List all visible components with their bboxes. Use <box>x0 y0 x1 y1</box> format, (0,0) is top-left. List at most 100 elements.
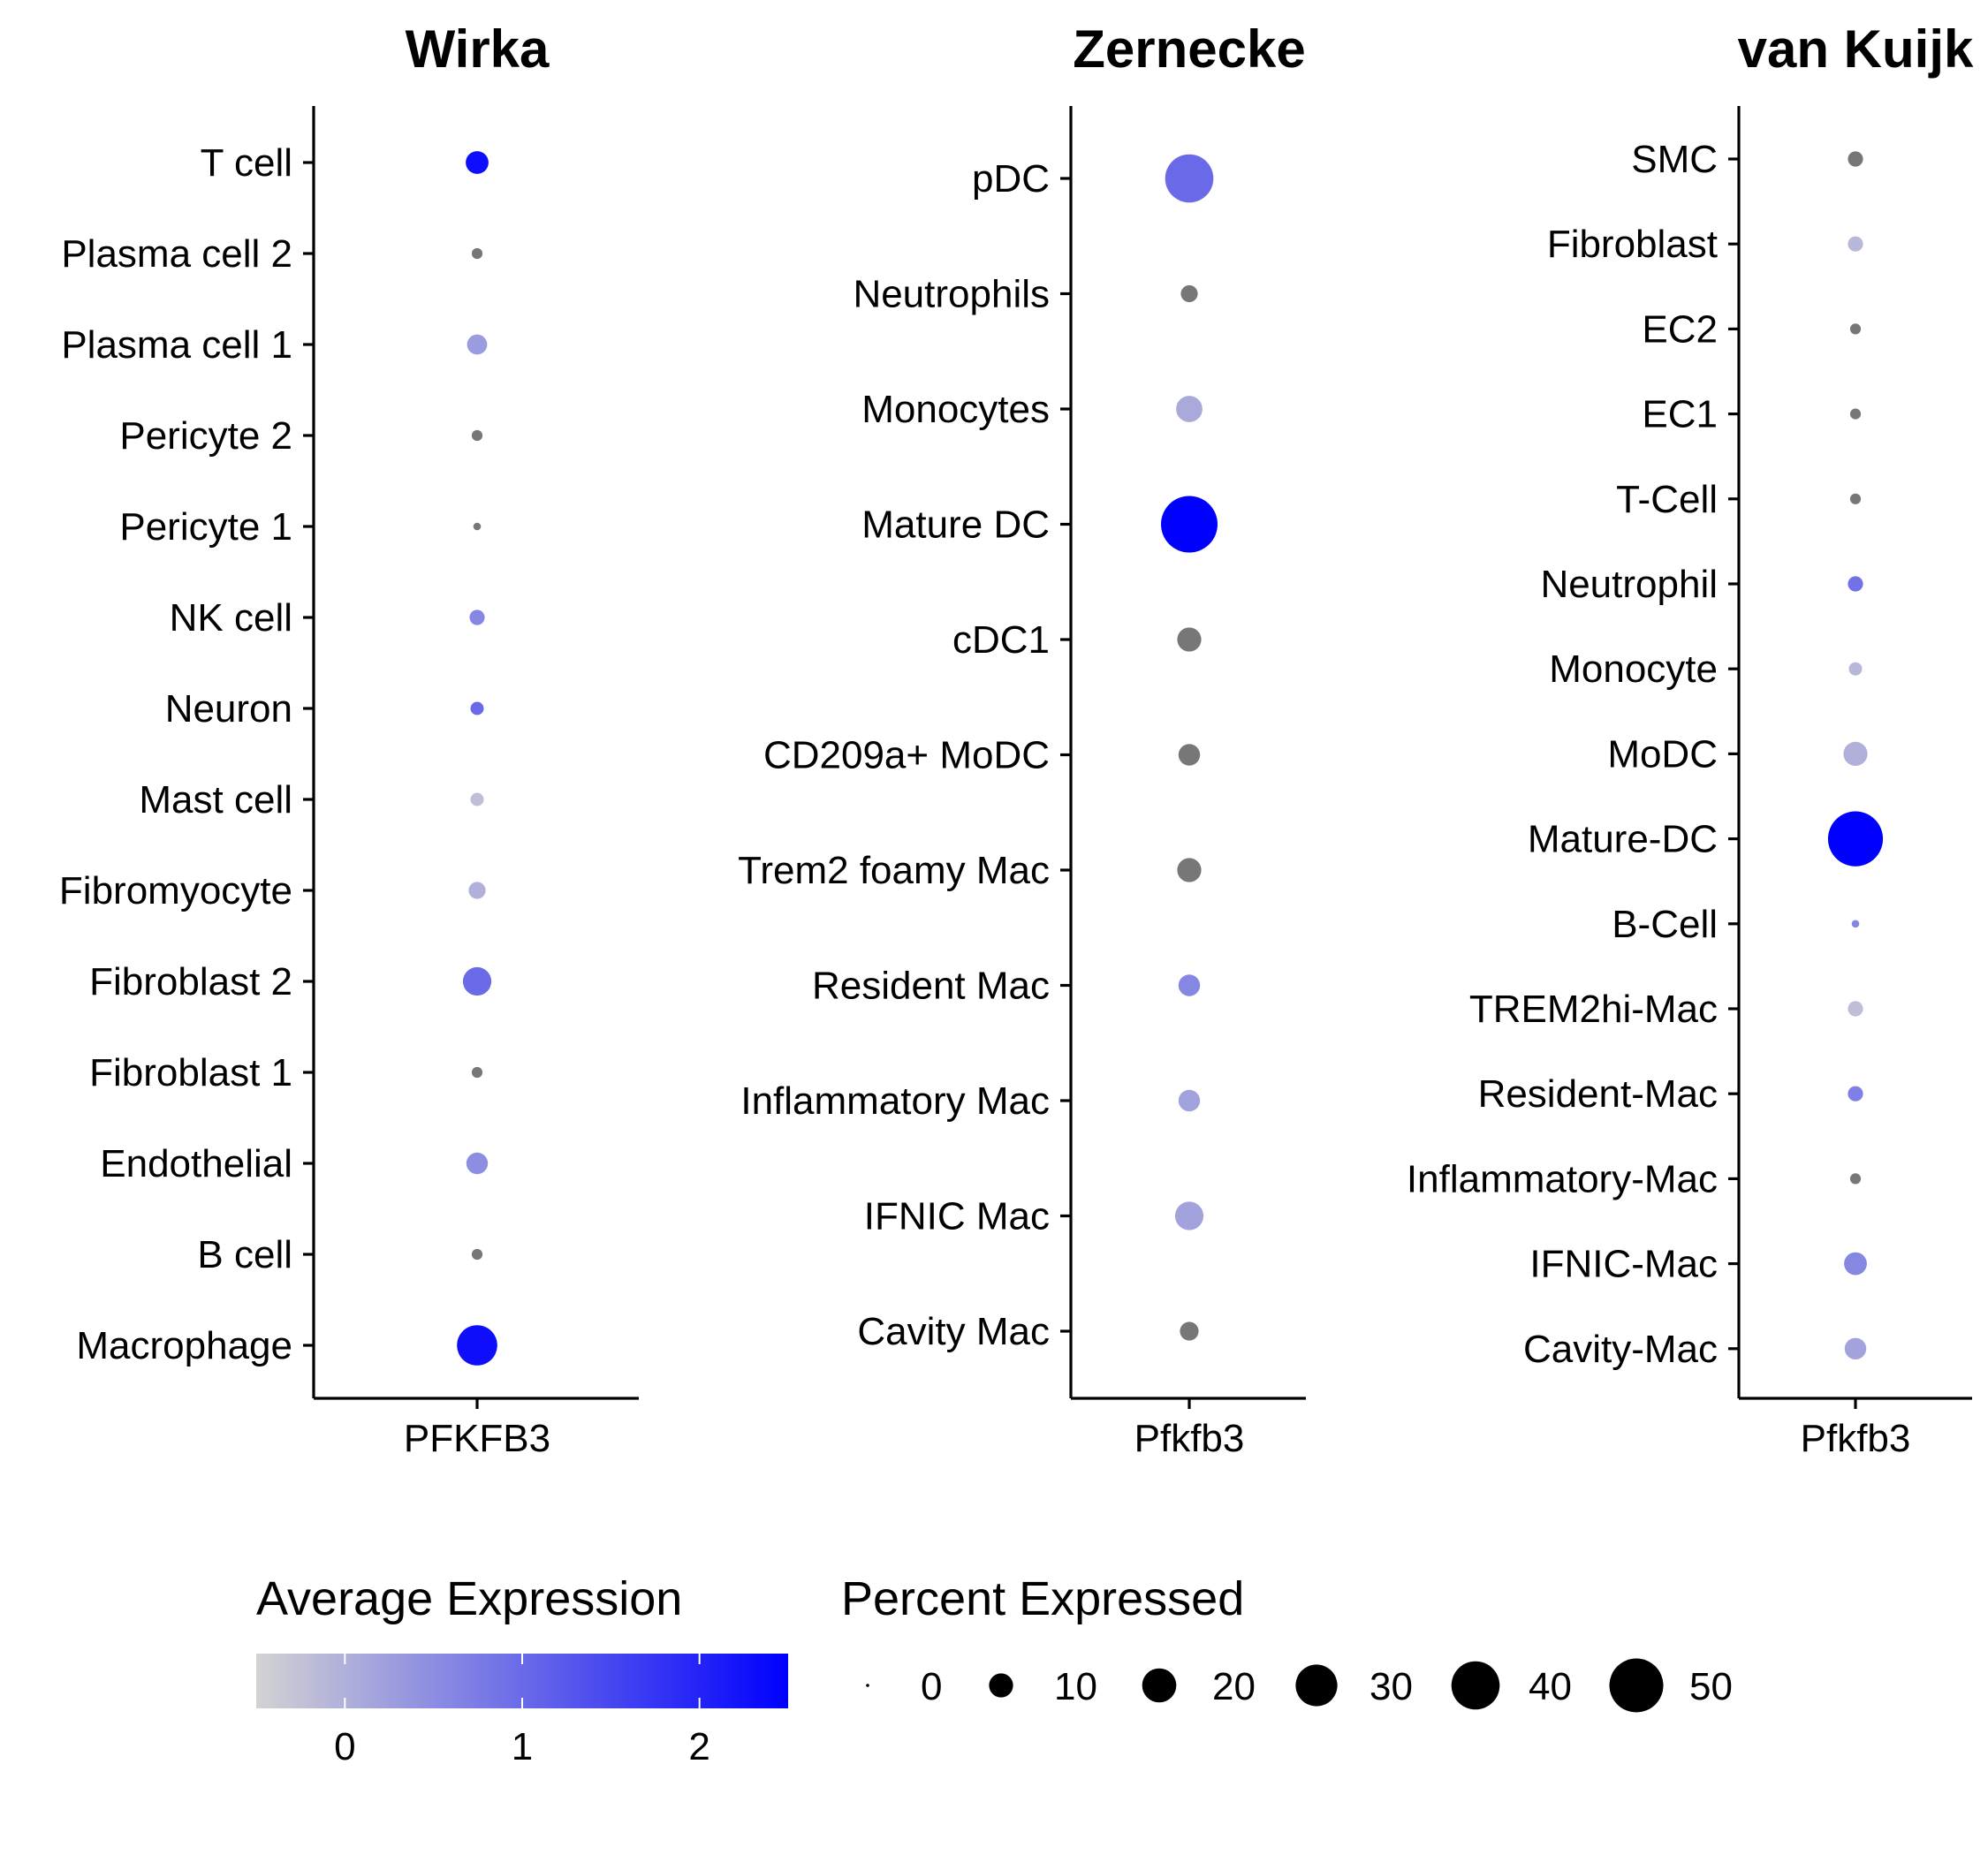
legends: Average Expression 0 1 2 Percent Expressed… <box>256 1572 1733 1768</box>
size-legend-dot <box>1142 1668 1177 1703</box>
y-tick-label: Fibroblast 2 <box>89 960 292 1003</box>
size-legend-label: 10 <box>1054 1665 1097 1708</box>
color-legend-title: Average Expression <box>256 1572 682 1625</box>
dot-fibroblast-2 <box>462 966 492 996</box>
size-legend-dot <box>1609 1658 1664 1713</box>
x-tick-label: Pfkfb3 <box>1134 1417 1245 1460</box>
color-legend-tick-label: 1 <box>512 1725 533 1768</box>
y-tick-label: Macrophage <box>76 1324 292 1367</box>
panel-wirka: Wirka T cell Plasma cell 2 Plasma cell 1 Per… <box>59 19 639 1460</box>
size-legend-label: 30 <box>1370 1665 1413 1708</box>
dot-plasma-cell-2 <box>471 247 483 260</box>
y-tick-label: TREM2hi-Mac <box>1469 988 1718 1031</box>
dot-pericyte-1 <box>473 522 482 531</box>
y-tick-label: NK cell <box>170 596 292 640</box>
y-tick-label: Resident-Mac <box>1478 1072 1718 1116</box>
y-tick-label: Resident Mac <box>812 965 1050 1008</box>
y-tick-label: Mature-DC <box>1528 818 1718 861</box>
dot-cd209a-modc <box>1178 744 1201 766</box>
dot-inflammatory-mac <box>1178 1089 1201 1112</box>
y-tick-label: Inflammatory Mac <box>740 1079 1050 1123</box>
y-tick-label: B-Cell <box>1612 903 1718 946</box>
y-tick-label: Fibromyocyte <box>59 869 292 912</box>
y-tick-label: Mast cell <box>139 778 292 822</box>
dot-pdc <box>1165 154 1214 203</box>
y-tick-label: MoDC <box>1607 732 1718 776</box>
y-tick-label: Neutrophil <box>1540 563 1718 606</box>
dot-smc <box>1848 151 1863 167</box>
dot-trem2-foamy-mac <box>1177 858 1202 882</box>
dot-resident-mac <box>1848 1086 1863 1102</box>
dot-nk-cell <box>469 610 485 625</box>
panels: Wirka T cell Plasma cell 2 Plasma cell 1 Per… <box>59 19 1974 1460</box>
dot-neuron <box>470 701 484 716</box>
panel-title: van Kuijk <box>1738 19 1974 79</box>
dot-modc <box>1843 741 1868 767</box>
y-tick-label: T cell <box>201 141 292 185</box>
dot-resident-mac <box>1178 974 1201 996</box>
y-tick-label: Mature DC <box>861 504 1050 547</box>
y-tick-label: EC2 <box>1642 307 1718 351</box>
dot-cdc1 <box>1177 627 1202 652</box>
dot-fibroblast-1 <box>471 1066 483 1079</box>
dot-ifnic-mac <box>1844 1252 1867 1276</box>
y-tick-label: Monocytes <box>861 388 1050 431</box>
dot-ec1 <box>1849 408 1862 420</box>
size-legend-dot <box>1451 1661 1500 1710</box>
y-tick-label: Monocyte <box>1549 647 1718 691</box>
size-legend-label: 0 <box>921 1665 942 1708</box>
size-legend-label: 50 <box>1689 1665 1733 1708</box>
y-tick-label: Cavity Mac <box>857 1310 1050 1353</box>
size-legend-title: Percent Expressed <box>841 1572 1244 1625</box>
size-legend-label: 20 <box>1212 1665 1256 1708</box>
dot-plasma-cell-1 <box>467 334 488 355</box>
dot-macrophage <box>457 1325 497 1366</box>
panel-van-kuijk: van Kuijk SMC Fibroblast EC2 EC1 T-Cell Neutro… <box>1407 19 1974 1460</box>
y-tick-label: Plasma cell 2 <box>61 232 292 276</box>
size-legend-dot <box>866 1684 869 1687</box>
y-tick-label: CD209a+ MoDC <box>763 734 1050 777</box>
y-tick-label: Pericyte 1 <box>119 505 292 549</box>
y-tick-label: EC1 <box>1642 393 1718 436</box>
x-tick-label: Pfkfb3 <box>1801 1417 1911 1460</box>
panel-zernecke: Zernecke pDC Neutrophils Monocytes Mature DC… <box>738 19 1306 1460</box>
dot-monocyte <box>1848 662 1863 676</box>
size-legend-dot <box>989 1673 1013 1698</box>
dot-t-cell <box>466 151 489 174</box>
dot-b-cell <box>1851 920 1860 928</box>
dot-t-cell <box>1849 493 1862 504</box>
dot-endothelial <box>466 1152 489 1175</box>
dot-inflammatory-mac <box>1849 1173 1862 1185</box>
dot-fibroblast <box>1848 236 1863 252</box>
y-tick-label: Fibroblast 1 <box>89 1051 292 1094</box>
size-legend-label: 40 <box>1529 1665 1572 1708</box>
size-legend: 0 10 20 30 40 50 <box>866 1658 1733 1713</box>
dot-mature-dc <box>1161 496 1218 553</box>
dot-monocytes <box>1176 396 1203 422</box>
dot-neutrophil <box>1848 576 1863 592</box>
x-tick-label: PFKFB3 <box>404 1417 550 1460</box>
y-tick-label: Trem2 foamy Mac <box>738 849 1050 892</box>
size-legend-dot <box>1295 1664 1338 1707</box>
y-tick-label: SMC <box>1631 138 1718 181</box>
y-tick-label: pDC <box>972 157 1050 201</box>
dot-mature-dc <box>1827 811 1884 867</box>
color-legend-tick-label: 2 <box>688 1725 709 1768</box>
dot-fibromyocyte <box>468 882 486 899</box>
dot-pericyte-2 <box>471 429 483 442</box>
dot-mast-cell <box>470 792 484 806</box>
y-tick-label: Neutrophils <box>853 273 1050 316</box>
y-tick-label: Fibroblast <box>1547 223 1718 266</box>
dot-b-cell <box>471 1248 483 1261</box>
dot-cavity-mac <box>1844 1337 1867 1360</box>
y-tick-label: T-Cell <box>1616 478 1718 521</box>
y-tick-label: B cell <box>197 1233 292 1276</box>
dot-ifnic-mac <box>1174 1201 1204 1230</box>
y-tick-label: IFNIC Mac <box>864 1195 1050 1238</box>
panel-title: Wirka <box>406 19 550 79</box>
y-tick-label: Neuron <box>165 687 292 731</box>
color-legend-tick-label: 0 <box>334 1725 355 1768</box>
y-tick-label: Pericyte 2 <box>119 414 292 458</box>
y-tick-label: Endothelial <box>100 1142 292 1185</box>
